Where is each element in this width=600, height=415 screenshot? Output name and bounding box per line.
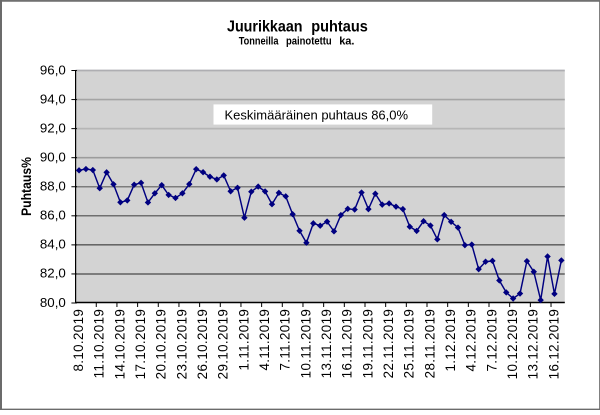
svg-text:28.11.2019: 28.11.2019 [422, 309, 437, 379]
svg-text:1.11.2019: 1.11.2019 [236, 309, 251, 371]
svg-text:80,0: 80,0 [40, 295, 66, 310]
svg-text:Puhtaus%: Puhtaus% [18, 157, 34, 216]
svg-text:92,0: 92,0 [40, 120, 66, 135]
svg-text:84,0: 84,0 [40, 237, 66, 252]
svg-text:16.12.2019: 16.12.2019 [546, 309, 561, 380]
svg-text:7.12.2019: 7.12.2019 [484, 309, 499, 372]
svg-text:13.12.2019: 13.12.2019 [526, 309, 541, 380]
svg-text:23.10.2019: 23.10.2019 [174, 309, 189, 380]
svg-text:26.10.2019: 26.10.2019 [195, 309, 210, 380]
svg-text:8.10.2019: 8.10.2019 [71, 309, 86, 372]
svg-text:14.10.2019: 14.10.2019 [112, 309, 127, 380]
svg-text:Tonneilla: Tonneilla [239, 35, 280, 47]
svg-text:25.11.2019: 25.11.2019 [402, 309, 417, 379]
svg-text:94,0: 94,0 [40, 91, 66, 106]
svg-text:4.12.2019: 4.12.2019 [464, 309, 479, 372]
svg-text:10.12.2019: 10.12.2019 [505, 309, 520, 380]
svg-text:ka.: ka. [339, 35, 354, 47]
svg-text:13.11.2019: 13.11.2019 [319, 309, 334, 379]
svg-text:painotettu: painotettu [286, 35, 332, 47]
svg-text:1.12.2019: 1.12.2019 [443, 309, 458, 372]
svg-text:11.10.2019: 11.10.2019 [92, 309, 107, 379]
svg-text:16.11.2019: 16.11.2019 [340, 309, 355, 379]
svg-text:Keskimääräinen puhtaus 86,0%: Keskimääräinen puhtaus 86,0% [225, 107, 409, 122]
svg-text:7.11.2019: 7.11.2019 [278, 309, 293, 371]
svg-text:90,0: 90,0 [40, 149, 66, 164]
svg-text:Juurikkaan: Juurikkaan [227, 18, 303, 35]
svg-text:10.11.2019: 10.11.2019 [298, 309, 313, 379]
svg-text:86,0: 86,0 [40, 208, 66, 223]
svg-text:4.11.2019: 4.11.2019 [257, 309, 272, 371]
svg-text:88,0: 88,0 [40, 179, 66, 194]
svg-text:96,0: 96,0 [40, 62, 66, 77]
svg-text:puhtaus: puhtaus [311, 18, 368, 35]
svg-text:19.11.2019: 19.11.2019 [360, 309, 375, 379]
svg-text:20.10.2019: 20.10.2019 [154, 309, 169, 380]
svg-text:29.10.2019: 29.10.2019 [216, 309, 231, 380]
svg-text:82,0: 82,0 [40, 266, 66, 281]
svg-text:17.10.2019: 17.10.2019 [133, 309, 148, 380]
svg-text:22.11.2019: 22.11.2019 [381, 309, 396, 379]
